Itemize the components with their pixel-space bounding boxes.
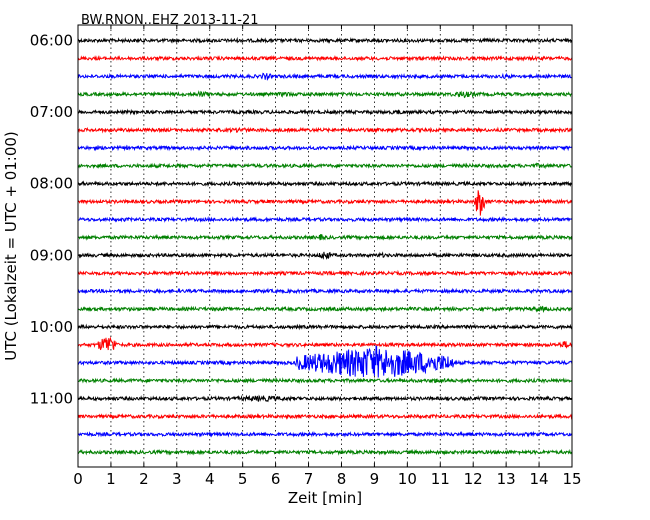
x-tick-label: 0 — [73, 470, 83, 488]
trace-0745 — [77, 162, 573, 170]
trace-0645 — [77, 90, 573, 99]
trace-1100 — [77, 394, 573, 403]
grid-layer — [110, 25, 540, 467]
y-axis-label: UTC (Lokalzeit = UTC + 01:00) — [2, 131, 20, 361]
trace-0630 — [77, 72, 573, 81]
trace-1130 — [77, 430, 573, 438]
trace-1000 — [77, 323, 573, 331]
trace-1015 — [77, 336, 573, 351]
trace-0915 — [77, 269, 573, 277]
x-tick-label: 15 — [562, 470, 581, 488]
x-tick-label: 8 — [337, 470, 347, 488]
x-tick-label: 3 — [172, 470, 182, 488]
trace-0815 — [77, 190, 573, 216]
trace-layer — [77, 36, 573, 456]
y-tick-label: 06:00 — [30, 32, 73, 50]
trace-0800 — [77, 180, 573, 188]
tick-layer: 0 1 2 3 4 5 6 7 8 9 10 11 12 13 14 1506:0007:0008:0009:… — [30, 25, 582, 488]
y-tick-label: 08:00 — [30, 175, 73, 193]
x-tick-label: 9 — [370, 470, 380, 488]
x-tick-label: 5 — [238, 470, 248, 488]
x-tick-label: 10 — [398, 470, 417, 488]
trace-0845 — [77, 233, 573, 241]
trace-1030 — [77, 345, 573, 378]
chart-title: BW.RNON..EHZ 2013-11-21 — [81, 13, 259, 28]
trace-0830 — [77, 216, 573, 224]
trace-0900 — [77, 251, 573, 260]
trace-0730 — [77, 144, 573, 152]
y-tick-label: 11:00 — [30, 390, 73, 408]
trace-1145 — [77, 448, 573, 456]
x-tick-label: 4 — [205, 470, 215, 488]
trace-0615 — [77, 54, 573, 62]
y-tick-label: 07:00 — [30, 103, 73, 121]
trace-1045 — [77, 377, 573, 385]
x-tick-label: 12 — [464, 470, 483, 488]
x-tick-label: 7 — [304, 470, 314, 488]
x-tick-label: 14 — [530, 470, 549, 488]
x-axis-label: Zeit [min] — [288, 489, 362, 507]
trace-0715 — [77, 126, 573, 134]
trace-1115 — [77, 412, 573, 420]
trace-0700 — [77, 108, 573, 116]
y-tick-label: 09:00 — [30, 246, 73, 264]
plot-frame — [77, 24, 573, 468]
x-tick-label: 13 — [497, 470, 516, 488]
y-tick-label: 10:00 — [30, 318, 73, 336]
x-tick-label: 1 — [106, 470, 116, 488]
x-tick-label: 2 — [139, 470, 149, 488]
x-tick-label: 11 — [431, 470, 450, 488]
trace-0600 — [77, 36, 573, 44]
x-tick-label: 6 — [271, 470, 281, 488]
trace-0930 — [77, 287, 573, 295]
trace-0945 — [77, 305, 573, 313]
